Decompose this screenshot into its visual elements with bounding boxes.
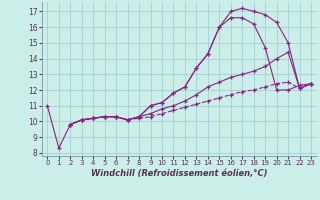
- X-axis label: Windchill (Refroidissement éolien,°C): Windchill (Refroidissement éolien,°C): [91, 169, 268, 178]
